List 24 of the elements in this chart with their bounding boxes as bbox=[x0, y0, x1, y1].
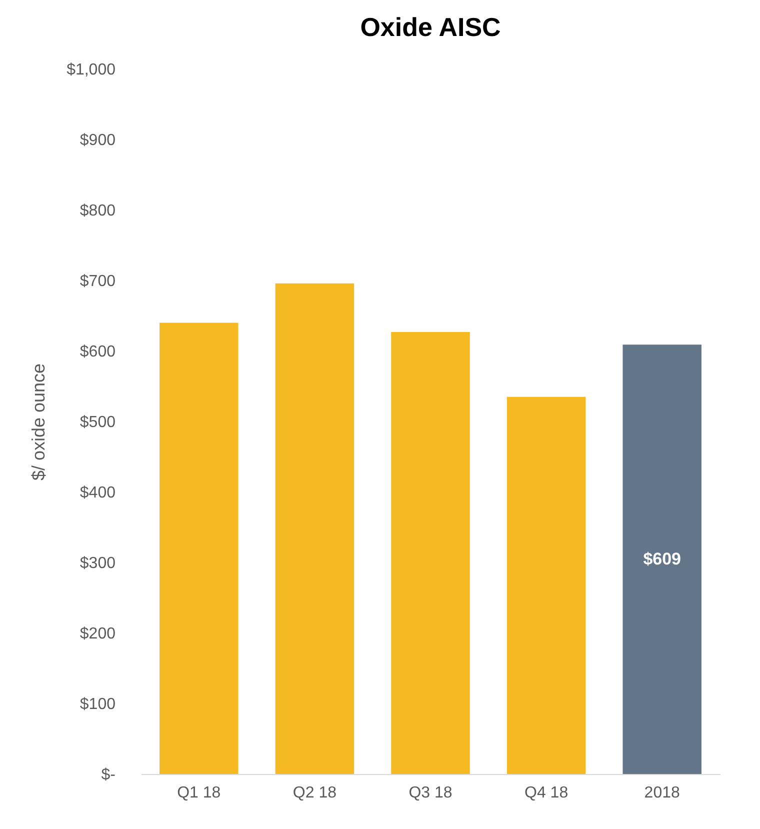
y-tick-label: $400 bbox=[80, 484, 116, 502]
x-tick-label: 2018 bbox=[644, 784, 680, 802]
x-tick-label: Q1 18 bbox=[177, 784, 221, 802]
x-tick-label: Q3 18 bbox=[408, 784, 452, 802]
data-label: $609 bbox=[643, 549, 682, 568]
bar bbox=[160, 322, 238, 774]
y-axis-title: $/ oxide ounce bbox=[28, 363, 49, 481]
y-tick-label: $700 bbox=[80, 273, 116, 290]
y-tick-label: $- bbox=[101, 766, 116, 784]
y-tick-label: $500 bbox=[80, 414, 116, 431]
x-tick-label: Q4 18 bbox=[524, 784, 568, 802]
y-tick-label: $200 bbox=[80, 626, 116, 642]
y-tick-label: $100 bbox=[80, 696, 116, 713]
y-tick-label: $300 bbox=[80, 555, 116, 572]
bar bbox=[622, 344, 702, 774]
bar bbox=[275, 283, 354, 774]
chart-title: Oxide AISC bbox=[360, 12, 502, 42]
y-tick-label: $800 bbox=[80, 202, 116, 220]
y-tick-label: $900 bbox=[80, 132, 116, 149]
y-tick-label: $600 bbox=[80, 344, 116, 360]
x-tick-label: Q2 18 bbox=[292, 784, 337, 802]
bar bbox=[506, 396, 586, 774]
bar bbox=[391, 332, 470, 774]
y-tick-label: $1,000 bbox=[66, 62, 116, 78]
